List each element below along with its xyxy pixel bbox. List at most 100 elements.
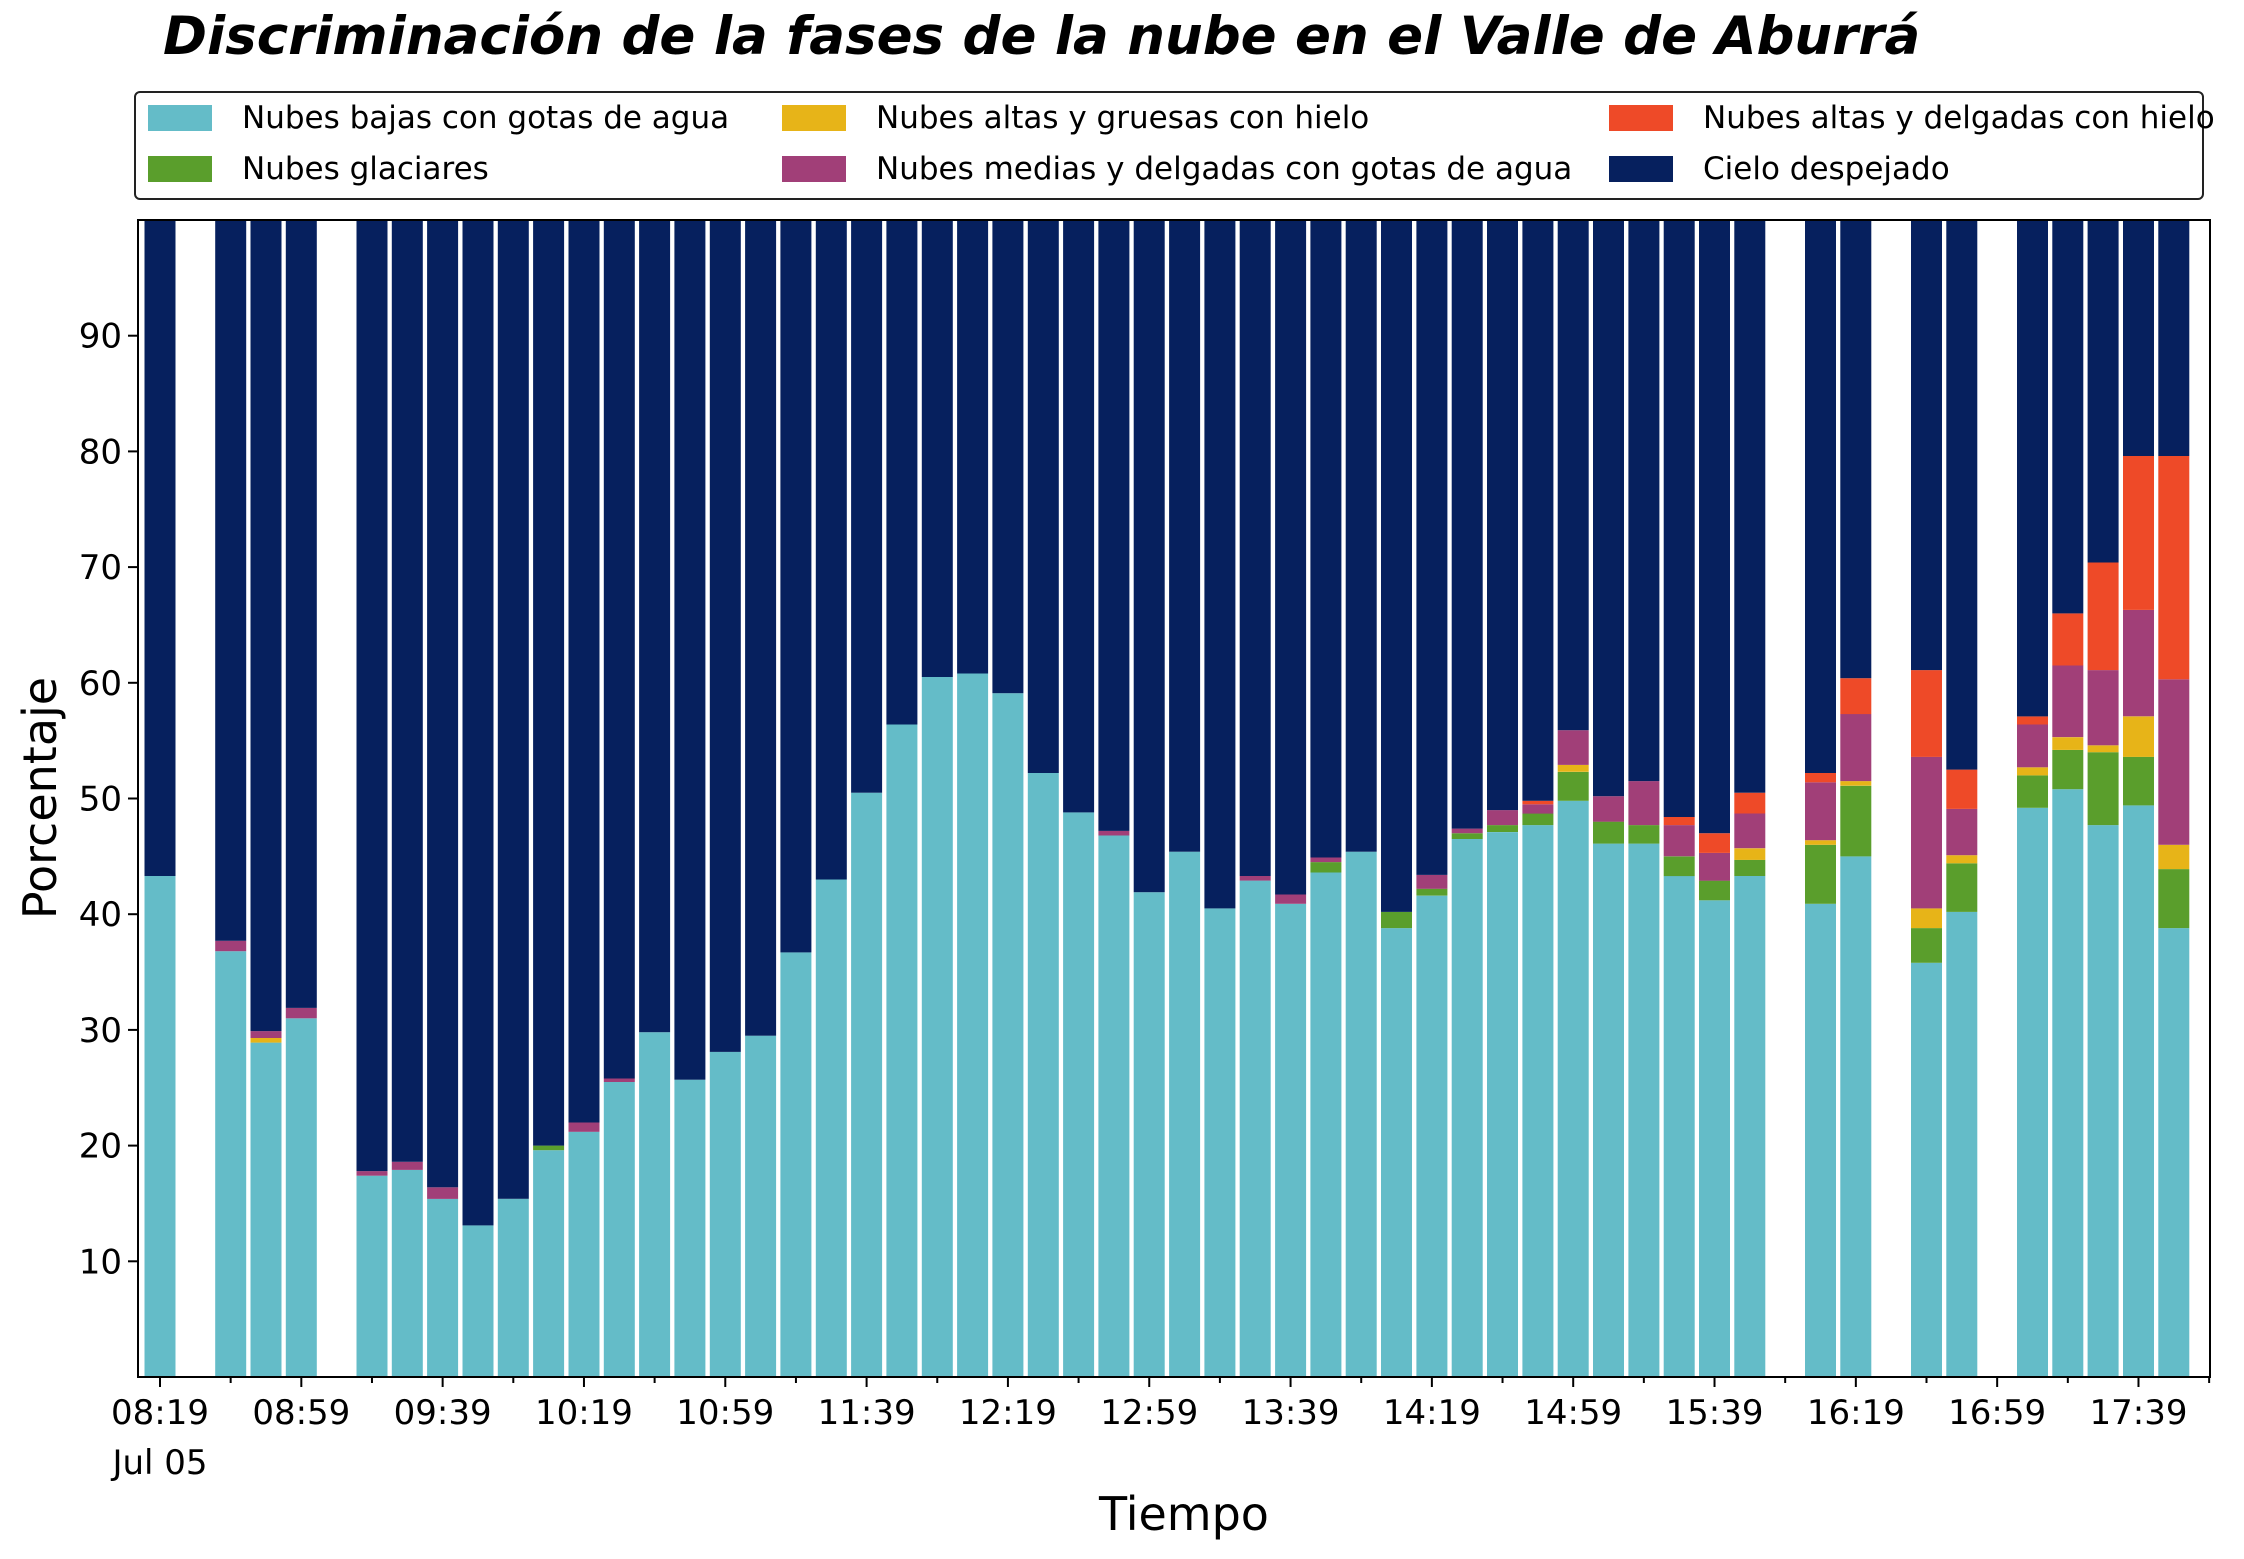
bar-segment-1149-s0 xyxy=(886,724,918,1377)
legend-swatch-nubes-altas-delgadas xyxy=(1609,105,1673,131)
bar-segment-1619-s0 xyxy=(1840,856,1872,1377)
bar-segment-1529-s3 xyxy=(1663,825,1695,857)
bar-segment-1709-s5 xyxy=(2017,220,2048,717)
x-tick-label: 12:59 xyxy=(1100,1393,1198,1433)
bar-segment-1449-s1 xyxy=(1522,813,1554,826)
bar-segment-1509-s0 xyxy=(1593,843,1624,1377)
bar-segment-1129-s5 xyxy=(815,220,847,880)
bar-segment-1349-s0 xyxy=(1310,872,1342,1377)
bar-segment-1119-s0 xyxy=(780,952,812,1377)
bar-segment-1249-s5 xyxy=(1098,220,1130,831)
x-tick-label: 10:19 xyxy=(535,1393,633,1433)
bar-segment-1239-s0 xyxy=(1063,812,1095,1377)
bar-segment-1449-s5 xyxy=(1522,220,1554,801)
bar-segment-1329-s3 xyxy=(1239,876,1271,881)
bar-segment-1539-s5 xyxy=(1699,220,1730,834)
bar-segment-1049-s0 xyxy=(674,1079,706,1377)
bar-segment-1339-s3 xyxy=(1275,894,1307,904)
bar-segment-1749-s0 xyxy=(2158,928,2190,1377)
bar-segment-0839-s3 xyxy=(215,940,247,952)
bar-segment-0839-s0 xyxy=(215,951,247,1377)
bar-segment-1139-s0 xyxy=(851,792,883,1377)
bar-segment-1309-s0 xyxy=(1169,851,1201,1377)
bar-segment-1319-s5 xyxy=(1204,220,1236,909)
bar-segment-0849-s3 xyxy=(250,1031,282,1038)
bar-segment-1359-s0 xyxy=(1345,851,1377,1377)
bar-segment-1709-s2 xyxy=(2017,767,2048,776)
bar-segment-1549-s5 xyxy=(1734,220,1766,793)
bar-segment-1539-s4 xyxy=(1699,833,1730,853)
bar-segment-1359-s5 xyxy=(1345,220,1377,852)
bar-segment-1449-s4 xyxy=(1522,800,1554,805)
bar-segment-1719-s4 xyxy=(2052,613,2084,666)
bar-segment-1039-s5 xyxy=(639,220,671,1033)
y-tick-label: 80 xyxy=(79,432,122,472)
legend-item-nubes-altas-delgadas: Nubes altas y delgadas con hielo xyxy=(1609,98,2215,138)
bar-segment-0849-s2 xyxy=(250,1038,282,1043)
bar-segment-1429-s3 xyxy=(1451,828,1483,834)
bar-segment-1439-s1 xyxy=(1487,825,1518,832)
legend-item-nubes-glaciares: Nubes glaciares xyxy=(148,149,489,189)
bar-segment-0959-s0 xyxy=(497,1198,529,1377)
legend-swatch-nubes-altas-gruesas xyxy=(782,105,846,131)
legend-item-nubes-bajas: Nubes bajas con gotas de agua xyxy=(148,98,729,138)
bar-segment-1439-s0 xyxy=(1487,832,1518,1377)
bar-segment-1719-s3 xyxy=(2052,665,2084,738)
bar-segment-1019-s3 xyxy=(568,1122,600,1132)
bar-segment-1709-s0 xyxy=(2017,807,2048,1377)
y-tick-label: 40 xyxy=(79,895,122,935)
bar-segment-1649-s4 xyxy=(1946,769,1978,809)
x-tick-label: 09:39 xyxy=(394,1393,492,1433)
bar-segment-1019-s0 xyxy=(568,1131,600,1377)
bar-segment-1749-s4 xyxy=(2158,456,2190,680)
bar-segment-1739-s4 xyxy=(2123,456,2154,610)
bar-segment-1509-s3 xyxy=(1593,796,1624,822)
bar-segment-0919-s5 xyxy=(356,220,388,1172)
bar-segment-1109-s0 xyxy=(745,1035,777,1377)
bar-segment-1249-s3 xyxy=(1098,830,1130,836)
y-tick-label: 70 xyxy=(79,548,122,588)
bar-segment-1059-s0 xyxy=(709,1051,741,1377)
bar-segment-0929-s3 xyxy=(391,1161,423,1170)
bar-segment-1139-s5 xyxy=(851,220,883,793)
bar-segment-1049-s5 xyxy=(674,220,706,1080)
bar-segment-1609-s4 xyxy=(1805,773,1836,783)
bar-segment-1749-s3 xyxy=(2158,679,2190,845)
bar-segment-1419-s5 xyxy=(1416,220,1448,875)
bar-segment-1429-s1 xyxy=(1451,833,1483,839)
legend-label-nubes-bajas: Nubes bajas con gotas de agua xyxy=(242,100,730,136)
bars-layer xyxy=(144,220,2190,1377)
bar-segment-1009-s0 xyxy=(533,1150,565,1377)
bar-segment-1709-s4 xyxy=(2017,716,2048,725)
bar-segment-1349-s5 xyxy=(1310,220,1342,858)
bar-segment-1729-s4 xyxy=(2087,562,2119,671)
bar-segment-0959-s5 xyxy=(497,220,529,1199)
bar-segment-1009-s5 xyxy=(533,220,565,1146)
bar-segment-1259-s0 xyxy=(1133,892,1165,1377)
bar-segment-1419-s0 xyxy=(1416,895,1448,1377)
bar-segment-1609-s2 xyxy=(1805,840,1836,845)
bar-segment-1519-s0 xyxy=(1628,843,1660,1377)
bar-segment-1329-s5 xyxy=(1239,220,1271,876)
bar-segment-1459-s1 xyxy=(1557,771,1589,801)
bar-segment-1729-s5 xyxy=(2087,220,2119,563)
bar-segment-1109-s5 xyxy=(745,220,777,1036)
y-tick-label: 50 xyxy=(79,780,122,820)
bar-segment-1259-s5 xyxy=(1133,220,1165,893)
bar-segment-1639-s4 xyxy=(1911,670,1942,757)
x-tick-label: 11:39 xyxy=(818,1393,916,1433)
bar-segment-1749-s2 xyxy=(2158,844,2190,870)
bar-segment-1609-s5 xyxy=(1805,220,1836,773)
bar-segment-1349-s3 xyxy=(1310,857,1342,863)
bar-segment-0849-s5 xyxy=(250,220,282,1032)
bar-segment-1619-s2 xyxy=(1840,781,1872,786)
bar-segment-1739-s3 xyxy=(2123,609,2154,717)
bar-segment-0849-s0 xyxy=(250,1042,282,1377)
bar-segment-0859-s0 xyxy=(285,1018,317,1377)
bar-segment-1219-s0 xyxy=(992,693,1024,1377)
bar-segment-1329-s0 xyxy=(1239,880,1271,1377)
bar-segment-1009-s1 xyxy=(533,1145,565,1151)
bar-segment-1319-s0 xyxy=(1204,908,1236,1377)
bar-segment-0839-s5 xyxy=(215,220,247,941)
bar-segment-1709-s1 xyxy=(2017,775,2048,808)
